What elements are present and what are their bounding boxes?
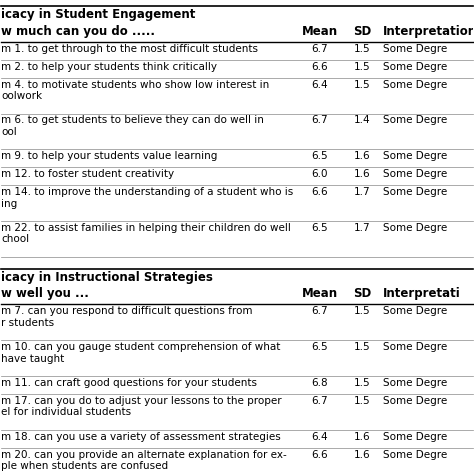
- Text: 6.7: 6.7: [311, 306, 328, 316]
- Text: m 17. can you do to adjust your lessons to the proper
el for individual students: m 17. can you do to adjust your lessons …: [1, 396, 282, 418]
- Text: m 14. to improve the understanding of a student who is
ing: m 14. to improve the understanding of a …: [1, 187, 293, 209]
- Text: m 4. to motivate students who show low interest in
oolwork: m 4. to motivate students who show low i…: [1, 80, 270, 101]
- Text: 1.6: 1.6: [354, 449, 370, 459]
- Text: w much can you do .....: w much can you do .....: [1, 25, 155, 38]
- Text: icacy in Student Engagement: icacy in Student Engagement: [1, 9, 196, 21]
- Text: Some Degre: Some Degre: [383, 169, 447, 179]
- Text: 6.6: 6.6: [311, 449, 328, 459]
- Text: 1.4: 1.4: [354, 116, 370, 126]
- Text: Mean: Mean: [301, 287, 337, 301]
- Text: 6.4: 6.4: [311, 432, 328, 442]
- Text: m 2. to help your students think critically: m 2. to help your students think critica…: [1, 62, 218, 72]
- Text: Some Degre: Some Degre: [383, 80, 447, 90]
- Text: Interpretati: Interpretati: [383, 287, 461, 301]
- Text: 6.8: 6.8: [311, 378, 328, 388]
- Text: m 11. can craft good questions for your students: m 11. can craft good questions for your …: [1, 378, 257, 388]
- Text: m 6. to get students to believe they can do well in
ool: m 6. to get students to believe they can…: [1, 116, 264, 137]
- Text: m 22. to assist families in helping their children do well
chool: m 22. to assist families in helping thei…: [1, 223, 291, 245]
- Text: Some Degre: Some Degre: [383, 187, 447, 197]
- Text: 1.7: 1.7: [354, 187, 370, 197]
- Text: 6.5: 6.5: [311, 223, 328, 233]
- Text: 1.5: 1.5: [354, 80, 370, 90]
- Text: SD: SD: [353, 25, 371, 38]
- Text: Some Degre: Some Degre: [383, 306, 447, 316]
- Text: 1.5: 1.5: [354, 306, 370, 316]
- Text: 6.6: 6.6: [311, 187, 328, 197]
- Text: Mean: Mean: [301, 25, 337, 38]
- Text: Some Degre: Some Degre: [383, 432, 447, 442]
- Text: m 7. can you respond to difficult questions from
r students: m 7. can you respond to difficult questi…: [1, 306, 253, 328]
- Text: m 1. to get through to the most difficult students: m 1. to get through to the most difficul…: [1, 44, 258, 54]
- Text: Some Degre: Some Degre: [383, 223, 447, 233]
- Text: 6.7: 6.7: [311, 396, 328, 406]
- Text: 1.6: 1.6: [354, 169, 370, 179]
- Text: 1.5: 1.5: [354, 62, 370, 72]
- Text: Some Degre: Some Degre: [383, 342, 447, 352]
- Text: m 20. can you provide an alternate explanation for ex-
ple when students are con: m 20. can you provide an alternate expla…: [1, 449, 287, 471]
- Text: 6.0: 6.0: [311, 169, 328, 179]
- Text: 1.5: 1.5: [354, 378, 370, 388]
- Text: 6.4: 6.4: [311, 80, 328, 90]
- Text: 1.6: 1.6: [354, 432, 370, 442]
- Text: 6.5: 6.5: [311, 342, 328, 352]
- Text: Interpretation: Interpretation: [383, 25, 474, 38]
- Text: 1.5: 1.5: [354, 342, 370, 352]
- Text: m 12. to foster student creativity: m 12. to foster student creativity: [1, 169, 174, 179]
- Text: Some Degre: Some Degre: [383, 378, 447, 388]
- Text: 1.5: 1.5: [354, 396, 370, 406]
- Text: m 9. to help your students value learning: m 9. to help your students value learnin…: [1, 151, 218, 161]
- Text: 1.6: 1.6: [354, 151, 370, 161]
- Text: icacy in Instructional Strategies: icacy in Instructional Strategies: [1, 271, 213, 284]
- Text: 6.7: 6.7: [311, 116, 328, 126]
- Text: 6.5: 6.5: [311, 151, 328, 161]
- Text: w well you ...: w well you ...: [1, 287, 89, 301]
- Text: 6.7: 6.7: [311, 44, 328, 54]
- Text: 6.6: 6.6: [311, 62, 328, 72]
- Text: Some Degre: Some Degre: [383, 151, 447, 161]
- Text: Some Degre: Some Degre: [383, 116, 447, 126]
- Text: 1.7: 1.7: [354, 223, 370, 233]
- Text: Some Degre: Some Degre: [383, 396, 447, 406]
- Text: Some Degre: Some Degre: [383, 44, 447, 54]
- Text: SD: SD: [353, 287, 371, 301]
- Text: m 10. can you gauge student comprehension of what
have taught: m 10. can you gauge student comprehensio…: [1, 342, 281, 364]
- Text: Some Degre: Some Degre: [383, 449, 447, 459]
- Text: Some Degre: Some Degre: [383, 62, 447, 72]
- Text: 1.5: 1.5: [354, 44, 370, 54]
- Text: m 18. can you use a variety of assessment strategies: m 18. can you use a variety of assessmen…: [1, 432, 281, 442]
